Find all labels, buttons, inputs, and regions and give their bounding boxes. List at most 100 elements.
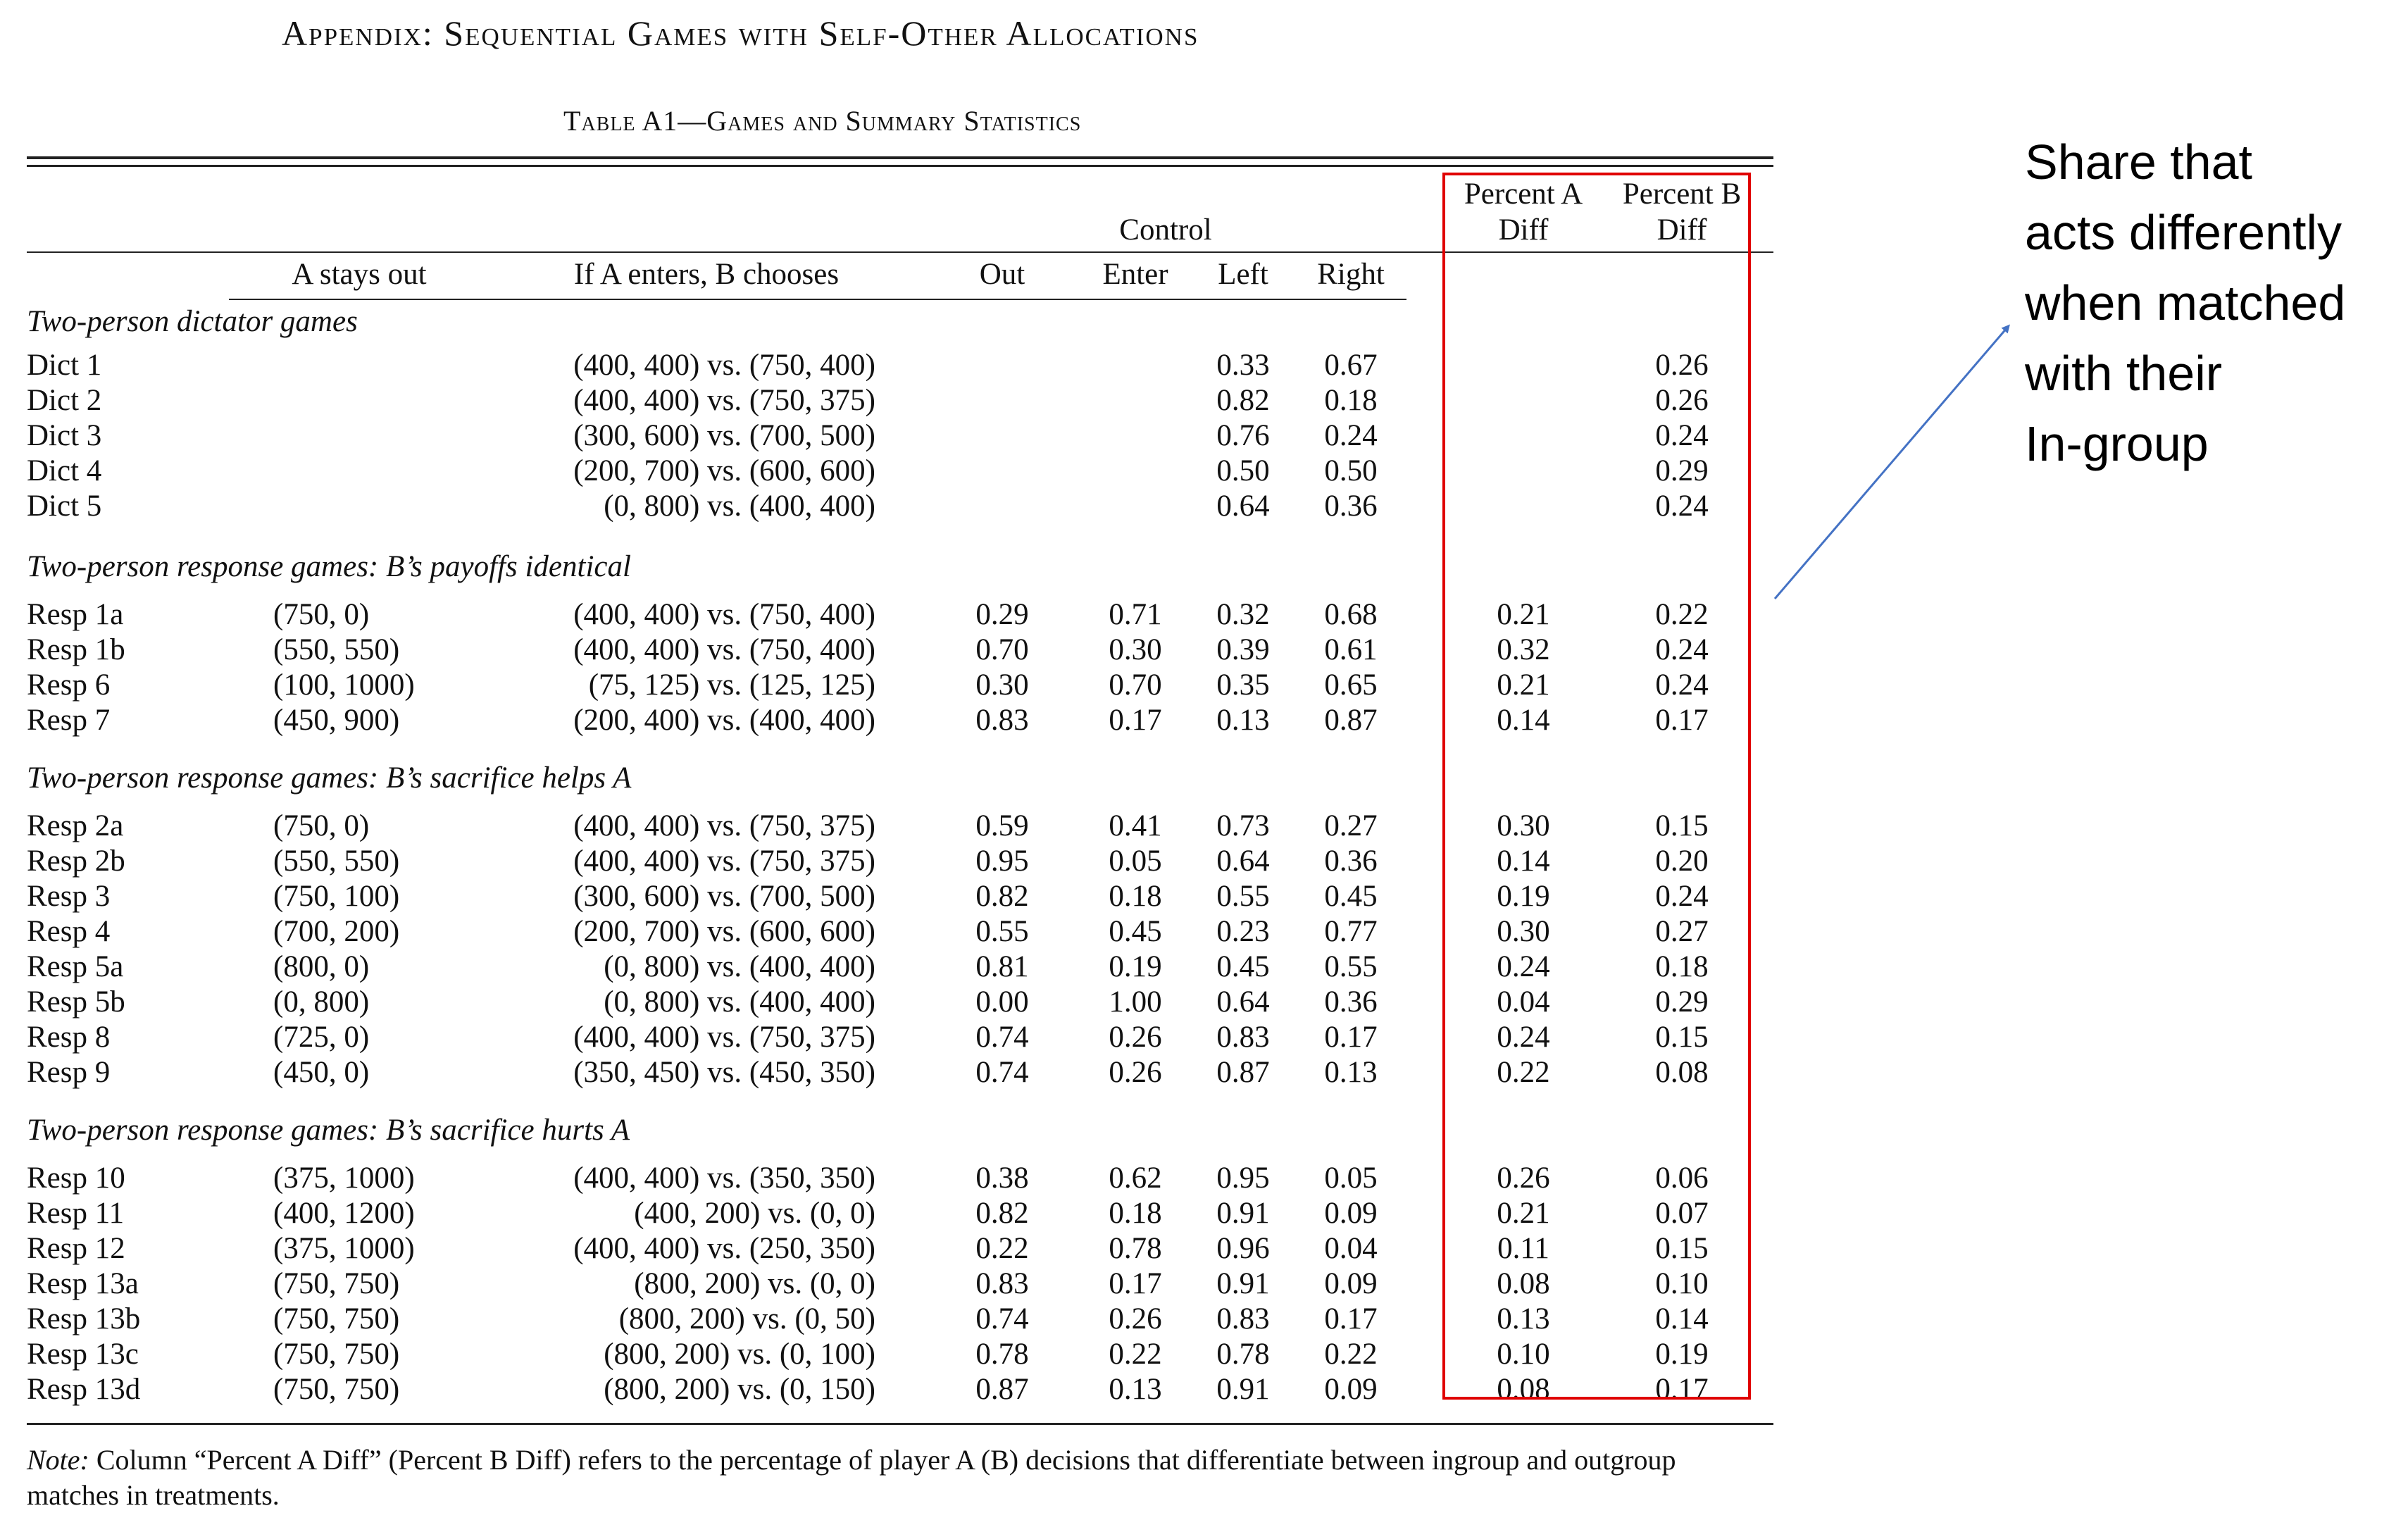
cell-pct-b-diff: 0.24	[1655, 419, 1709, 452]
cell-out: 0.38	[975, 1162, 1029, 1195]
cell-out: 0.83	[975, 704, 1029, 737]
header-enter: Enter	[1102, 258, 1168, 291]
cell-game: Resp 8	[27, 1021, 111, 1054]
cell-enter: 1.00	[1109, 985, 1162, 1019]
cell-b-chooses: (400, 400) vs. (350, 350)	[573, 1162, 875, 1195]
annotation-arrow-icon	[1773, 324, 2010, 599]
annotation-line: when matched	[2025, 275, 2346, 330]
cell-game: Resp 10	[27, 1162, 125, 1195]
cell-pct-a-diff: 0.13	[1497, 1302, 1550, 1335]
cell-a-stays-out: (750, 750)	[273, 1267, 400, 1300]
top-double-rule-2	[27, 165, 1773, 167]
cell-b-chooses: (200, 400) vs. (400, 400)	[573, 704, 875, 737]
cell-out: 0.70	[975, 633, 1029, 666]
annotation-line: with their	[2025, 346, 2223, 401]
cell-out: 0.82	[975, 1197, 1029, 1230]
cell-out: 0.95	[975, 845, 1029, 878]
cell-right: 0.13	[1324, 1056, 1378, 1089]
cell-enter: 0.78	[1109, 1232, 1162, 1265]
cell-pct-b-diff: 0.22	[1655, 598, 1709, 631]
cell-right: 0.68	[1324, 598, 1378, 631]
cell-out: 0.29	[975, 598, 1029, 631]
cell-pct-a-diff: 0.21	[1497, 668, 1550, 702]
cell-pct-a-diff: 0.26	[1497, 1162, 1550, 1195]
cell-enter: 0.19	[1109, 950, 1162, 983]
annotation-line: acts differently	[2025, 205, 2343, 260]
bottom-rule	[27, 1423, 1773, 1425]
cell-right: 0.36	[1324, 490, 1378, 523]
cell-right: 0.18	[1324, 384, 1378, 417]
cell-left: 0.91	[1216, 1267, 1270, 1300]
cell-pct-a-diff: 0.30	[1497, 809, 1550, 842]
cell-a-stays-out: (550, 550)	[273, 845, 400, 878]
cell-b-chooses: (400, 400) vs. (750, 400)	[573, 633, 875, 666]
cell-game: Resp 13c	[27, 1338, 139, 1371]
cell-game: Dict 5	[27, 490, 102, 523]
section-title: Two-person dictator games	[27, 305, 358, 338]
annotation-line: In-group	[2025, 416, 2209, 471]
cell-left: 0.32	[1216, 598, 1270, 631]
cell-b-chooses: (0, 800) vs. (400, 400)	[604, 950, 875, 983]
cell-b-chooses: (0, 800) vs. (400, 400)	[604, 490, 875, 523]
cell-a-stays-out: (450, 900)	[273, 704, 400, 737]
cell-right: 0.61	[1324, 633, 1378, 666]
cell-game: Resp 1a	[27, 598, 124, 631]
cell-pct-b-diff: 0.29	[1655, 454, 1709, 487]
cell-pct-b-diff: 0.24	[1655, 668, 1709, 702]
subheader-rule-left	[229, 299, 1406, 300]
header-a-stays-out: A stays out	[292, 258, 427, 291]
note-text: Column “Percent A Diff” (Percent B Diff)…	[27, 1444, 1676, 1511]
cell-a-stays-out: (725, 0)	[273, 1021, 370, 1054]
cell-pct-a-diff: 0.24	[1497, 1021, 1550, 1054]
cell-pct-b-diff: 0.19	[1655, 1338, 1709, 1371]
cell-out: 0.22	[975, 1232, 1029, 1265]
cell-game: Resp 7	[27, 704, 111, 737]
cell-b-chooses: (800, 200) vs. (0, 0)	[634, 1267, 875, 1300]
header-b-chooses: If A enters, B chooses	[573, 258, 840, 291]
cell-b-chooses: (800, 200) vs. (0, 50)	[618, 1302, 875, 1335]
cell-out: 0.30	[975, 668, 1029, 702]
header-pct-a-line1: Percent A	[1464, 178, 1583, 211]
cell-left: 0.73	[1216, 809, 1270, 842]
cell-left: 0.76	[1216, 419, 1270, 452]
header-pct-b-line2: Diff	[1657, 213, 1707, 247]
section-title: Two-person response games: B’s payoffs i…	[27, 550, 631, 583]
cell-pct-b-diff: 0.24	[1655, 633, 1709, 666]
header-mid-rule	[27, 251, 1773, 253]
cell-b-chooses: (800, 200) vs. (0, 150)	[604, 1373, 875, 1406]
cell-pct-b-diff: 0.24	[1655, 880, 1709, 913]
cell-enter: 0.41	[1109, 809, 1162, 842]
cell-enter: 0.05	[1109, 845, 1162, 878]
cell-left: 0.45	[1216, 950, 1270, 983]
cell-pct-b-diff: 0.15	[1655, 809, 1709, 842]
cell-pct-b-diff: 0.10	[1655, 1267, 1709, 1300]
annotation-line: Share that	[2025, 135, 2252, 189]
cell-a-stays-out: (750, 750)	[273, 1373, 400, 1406]
cell-game: Dict 3	[27, 419, 102, 452]
cell-enter: 0.22	[1109, 1338, 1162, 1371]
cell-enter: 0.70	[1109, 668, 1162, 702]
cell-game: Resp 11	[27, 1197, 125, 1230]
cell-b-chooses: (400, 400) vs. (750, 375)	[573, 809, 875, 842]
cell-pct-b-diff: 0.24	[1655, 490, 1709, 523]
cell-right: 0.24	[1324, 419, 1378, 452]
cell-right: 0.04	[1324, 1232, 1378, 1265]
cell-out: 0.74	[975, 1021, 1029, 1054]
cell-b-chooses: (300, 600) vs. (700, 500)	[573, 880, 875, 913]
cell-b-chooses: (350, 450) vs. (450, 350)	[573, 1056, 875, 1089]
cell-game: Resp 4	[27, 915, 111, 948]
cell-pct-b-diff: 0.17	[1655, 1373, 1709, 1406]
cell-pct-a-diff: 0.14	[1497, 704, 1550, 737]
cell-right: 0.55	[1324, 950, 1378, 983]
cell-left: 0.96	[1216, 1232, 1270, 1265]
cell-enter: 0.13	[1109, 1373, 1162, 1406]
cell-out: 0.87	[975, 1373, 1029, 1406]
cell-right: 0.77	[1324, 915, 1378, 948]
cell-left: 0.64	[1216, 985, 1270, 1019]
cell-enter: 0.26	[1109, 1021, 1162, 1054]
cell-a-stays-out: (0, 800)	[273, 985, 370, 1019]
cell-enter: 0.17	[1109, 1267, 1162, 1300]
cell-b-chooses: (400, 400) vs. (750, 400)	[573, 598, 875, 631]
cell-left: 0.64	[1216, 845, 1270, 878]
cell-left: 0.82	[1216, 384, 1270, 417]
